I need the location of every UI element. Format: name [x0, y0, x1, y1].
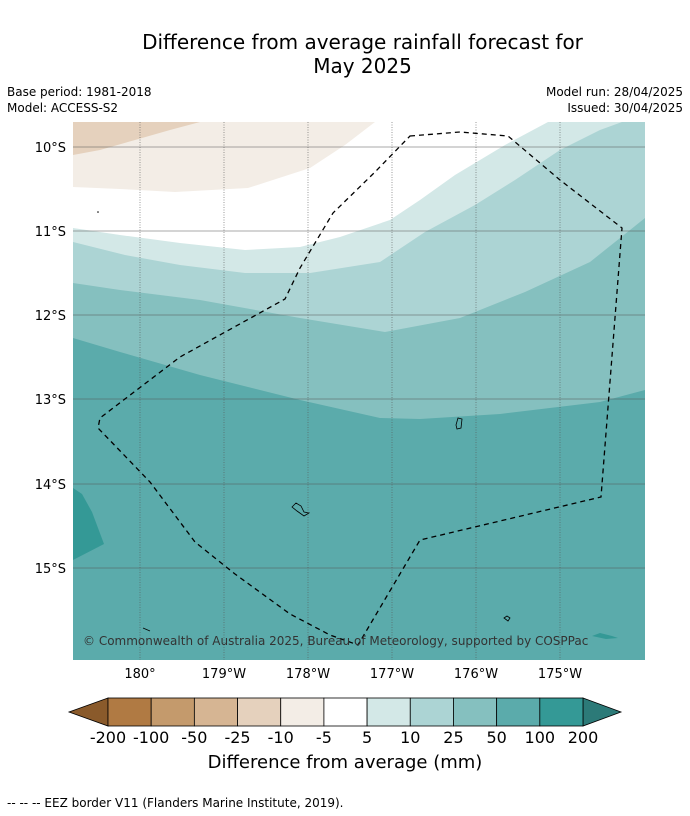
colorbar-swatch — [280, 697, 325, 727]
lat-label: 11°S — [35, 225, 66, 240]
colorbar-tick-label: -50 — [181, 728, 208, 747]
lat-label: 13°S — [35, 393, 66, 408]
colorbar-over-arrow — [582, 697, 623, 727]
model-name: Model: ACCESS-S2 — [7, 101, 119, 115]
island-4 — [142, 627, 151, 632]
colorbar-tick-label: 50 — [486, 728, 507, 747]
colorbar-swatch — [409, 697, 454, 727]
copyright-text: © Commonwealth of Australia 2025, Bureau… — [83, 634, 588, 648]
lon-label: 179°W — [202, 667, 246, 682]
colorbar-title: Difference from average (mm) — [207, 752, 483, 773]
band-100-200-east — [592, 633, 618, 639]
lat-label: 12°S — [35, 309, 66, 324]
model-run: Model run: 28/04/2025 — [545, 85, 683, 99]
colorbar-tick-label: -10 — [267, 728, 294, 747]
colorbar-swatch — [150, 697, 195, 727]
eez-legend: -- -- -- EEZ border V11 (Flanders Marine… — [7, 796, 344, 810]
base-period: Base period: 1981-2018 — [7, 85, 152, 99]
eez-border — [97, 131, 623, 646]
island-5 — [97, 211, 99, 213]
lat-label: 15°S — [35, 562, 66, 577]
latitude-labels: 10°S 11°S 12°S 13°S 14°S 15°S — [35, 141, 66, 577]
colorbar-swatch — [366, 697, 411, 727]
colorbar-swatch — [453, 697, 498, 727]
graticule — [73, 122, 645, 660]
lon-label: 178°W — [286, 667, 330, 682]
meta-right: Model run: 28/04/2025 Issued: 30/04/2025 — [546, 84, 683, 116]
title-line-1: Difference from average rainfall forecas… — [142, 30, 583, 54]
colorbar-tick-label: 200 — [567, 728, 599, 747]
colorbar-swatch — [496, 697, 541, 727]
chart-title: Difference from average rainfall forecas… — [0, 30, 690, 78]
colorbar-tick-label: -100 — [133, 728, 170, 747]
island-1 — [455, 417, 463, 430]
colorbar-tick-label: -200 — [89, 728, 127, 747]
lon-label: 176°W — [454, 667, 498, 682]
colorbar-under-arrow — [67, 697, 109, 727]
colorbar-tick-label: -5 — [315, 728, 332, 747]
colorbar-tick-label: 5 — [361, 728, 373, 747]
colorbar-tick-label: 100 — [524, 728, 556, 747]
island-3 — [503, 615, 511, 622]
lon-label: 177°W — [370, 667, 414, 682]
lat-label: 10°S — [35, 141, 66, 156]
colorbar-tick-label: 10 — [400, 728, 421, 747]
meta-left: Base period: 1981-2018 Model: ACCESS-S2 — [7, 84, 152, 116]
title-line-2: May 2025 — [313, 54, 412, 78]
colorbar — [67, 697, 623, 727]
colorbar-swatch — [323, 697, 368, 727]
colorbar-tick-label: 25 — [443, 728, 464, 747]
colorbar-tick-label: -25 — [224, 728, 251, 747]
issued-date: Issued: 30/04/2025 — [567, 101, 683, 115]
lon-label: 180° — [124, 667, 155, 682]
map-area — [73, 122, 645, 660]
colorbar-swatch — [237, 697, 282, 727]
island-2 — [291, 502, 311, 517]
colorbar-swatch — [107, 697, 152, 727]
colorbar-swatch — [539, 697, 584, 727]
lat-label: 14°S — [35, 478, 66, 493]
band-100-200-west — [73, 488, 104, 560]
longitude-labels: 180° 179°W 178°W 177°W 176°W 175°W — [124, 667, 582, 682]
lon-label: 175°W — [538, 667, 582, 682]
colorbar-swatch — [193, 697, 238, 727]
